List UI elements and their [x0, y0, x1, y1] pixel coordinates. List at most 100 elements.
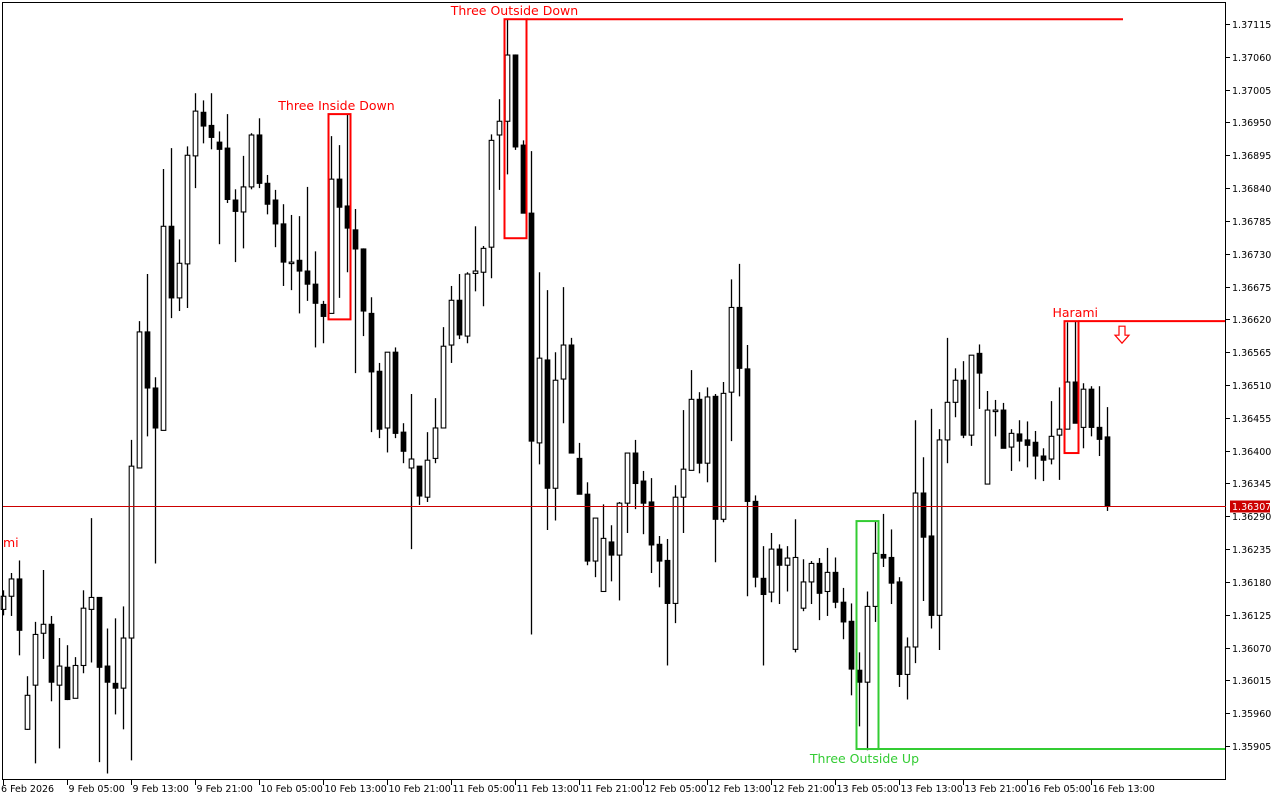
- bull-candle-body: [968, 354, 975, 436]
- price-tick-label: 1.36070: [1232, 644, 1271, 655]
- price-tick-label: 1.36015: [1232, 676, 1271, 687]
- bear-candle-body: [304, 270, 311, 285]
- down-arrow-icon: [1113, 325, 1131, 345]
- price-tick-label: 1.36235: [1232, 545, 1271, 556]
- bear-candle-body: [888, 556, 895, 584]
- bear-candle-body: [104, 665, 111, 683]
- bull-candle-body: [424, 459, 431, 498]
- candle: [168, 148, 175, 319]
- candle: [608, 525, 615, 582]
- candle: [712, 393, 719, 563]
- bull-candle-body: [1056, 428, 1063, 436]
- pattern-box: [503, 18, 528, 240]
- bull-candle-body: [616, 502, 623, 556]
- candle: [432, 398, 439, 464]
- bull-candle-body: [80, 607, 87, 667]
- candle: [192, 93, 199, 189]
- candle: [936, 429, 943, 650]
- bear-candle-body: [1104, 436, 1111, 507]
- candle: [488, 134, 495, 279]
- bear-candle-body: [232, 199, 239, 212]
- price-tick-label: 1.37115: [1232, 20, 1271, 31]
- candle: [560, 287, 567, 424]
- bull-candle-body: [480, 247, 487, 273]
- time-tick-label: 9 Feb 13:00: [133, 784, 189, 795]
- candle: [368, 297, 375, 433]
- candle: [736, 263, 743, 397]
- candle: [832, 557, 839, 609]
- candle: [208, 93, 215, 150]
- candle: [784, 546, 791, 592]
- bull-candle-body: [176, 262, 183, 299]
- price-tick-label: 1.36565: [1232, 348, 1271, 359]
- bear-candle-body: [528, 212, 535, 442]
- candle: [520, 140, 527, 214]
- candle: [1008, 429, 1015, 471]
- candle: [616, 501, 623, 601]
- bear-candle-body: [520, 144, 527, 214]
- candle: [40, 570, 47, 659]
- candle: [8, 572, 15, 616]
- time-axis[interactable]: 6 Feb 2026 9 Feb 05:00 9 Feb 13:00 9 Feb 21…: [1, 780, 1155, 795]
- candle: [400, 423, 407, 464]
- pattern-label-partial: mi: [3, 535, 19, 550]
- bear-candle-body: [664, 559, 671, 604]
- bear-candle-body: [416, 465, 423, 497]
- bear-candle-body: [344, 205, 351, 229]
- bull-candle-body: [1080, 388, 1087, 428]
- bull-candle-body: [784, 557, 791, 566]
- candle: [248, 133, 255, 190]
- bull-candle-body: [800, 581, 807, 609]
- bear-candle-body: [208, 124, 215, 138]
- bull-candle-body: [240, 186, 247, 213]
- price-tick-label: 1.36180: [1232, 578, 1271, 589]
- price-axis[interactable]: 1.37115 1.37060 1.37005 1.36950 1.36895 1.368…: [1226, 20, 1271, 753]
- bear-candle-body: [928, 535, 935, 616]
- bull-candle-body: [32, 633, 39, 686]
- bull-candle-body: [672, 496, 679, 604]
- candle: [768, 533, 775, 603]
- bear-candle-body: [264, 182, 271, 205]
- bull-candle-body: [184, 154, 191, 265]
- candle: [1056, 387, 1063, 480]
- candle: [120, 606, 127, 730]
- bear-candle-body: [744, 368, 751, 502]
- candle: [408, 393, 415, 550]
- bull-candle-body: [952, 379, 959, 403]
- candle: [440, 327, 447, 429]
- bear-candle-body: [96, 596, 103, 668]
- time-tick-label: 9 Feb 05:00: [69, 784, 125, 795]
- price-tick-label: 1.37005: [1232, 86, 1271, 97]
- price-tick-label: 1.36290: [1232, 512, 1271, 523]
- candle: [448, 285, 455, 363]
- bear-candle-body: [336, 178, 343, 208]
- bear-candle-body: [656, 543, 663, 562]
- bear-candle-body: [880, 553, 887, 559]
- candle: [536, 272, 543, 465]
- price-tag: [1230, 500, 1270, 513]
- candle: [656, 535, 663, 588]
- candle: [904, 637, 911, 700]
- candle: [104, 628, 111, 774]
- candle: [976, 344, 983, 409]
- bear-candle-body: [1024, 439, 1031, 446]
- candle: [312, 251, 319, 348]
- candle: [160, 169, 167, 431]
- price-tick-label: 1.36950: [1232, 118, 1271, 129]
- candle: [512, 54, 519, 150]
- candle: [704, 387, 711, 483]
- pattern-three-outside-down: Three Outside Down: [450, 3, 578, 240]
- bull-candle-body: [944, 401, 951, 441]
- bear-candle-body: [760, 577, 767, 596]
- candle: [72, 657, 79, 699]
- bear-candle-body: [1000, 409, 1007, 449]
- candle: [552, 352, 559, 521]
- candle: [96, 596, 103, 763]
- pattern-harami: Harami: [1053, 305, 1131, 455]
- bull-candle-body: [472, 270, 479, 274]
- bear-candle-body: [1096, 426, 1103, 440]
- bull-candle-body: [464, 273, 471, 337]
- bear-candle-body: [960, 379, 967, 436]
- bear-candle-body: [352, 229, 359, 250]
